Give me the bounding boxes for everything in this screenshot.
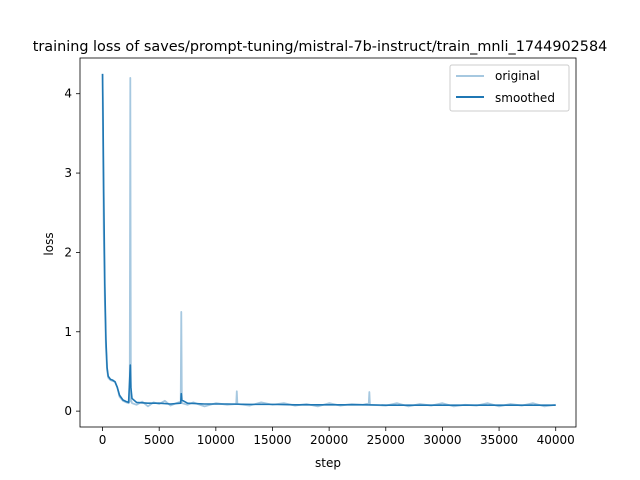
chart-title: training loss of saves/prompt-tuning/mis… [33, 39, 608, 55]
x-tick-label: 10000 [197, 433, 235, 447]
x-tick-label: 15000 [253, 433, 291, 447]
y-tick-label: 0 [64, 404, 72, 418]
series-line-original [101, 73, 556, 408]
legend-label-original: original [495, 69, 540, 83]
x-tick-label: 40000 [537, 433, 575, 447]
y-axis-label: loss [42, 232, 56, 255]
x-tick-label: 5000 [144, 433, 175, 447]
x-axis-label: step [315, 456, 341, 470]
axes-frame [79, 57, 577, 428]
plot-area [79, 57, 577, 428]
y-tick-label: 1 [64, 325, 72, 339]
y-tick-label: 2 [64, 245, 72, 259]
x-tick-label: 35000 [480, 433, 518, 447]
legend: original smoothed [449, 64, 570, 112]
x-tick-label: 0 [99, 433, 107, 447]
legend-label-smoothed: smoothed [495, 91, 555, 105]
series-line-smoothed [101, 73, 556, 406]
x-tick-label: 25000 [367, 433, 405, 447]
y-tick-label: 4 [64, 87, 72, 101]
y-tick-label: 3 [64, 166, 72, 180]
x-tick-label: 30000 [423, 433, 461, 447]
axis-ticks: 0 5000 10000 15000 20000 25000 30000 35000 40000… [64, 87, 574, 447]
x-tick-label: 20000 [310, 433, 348, 447]
